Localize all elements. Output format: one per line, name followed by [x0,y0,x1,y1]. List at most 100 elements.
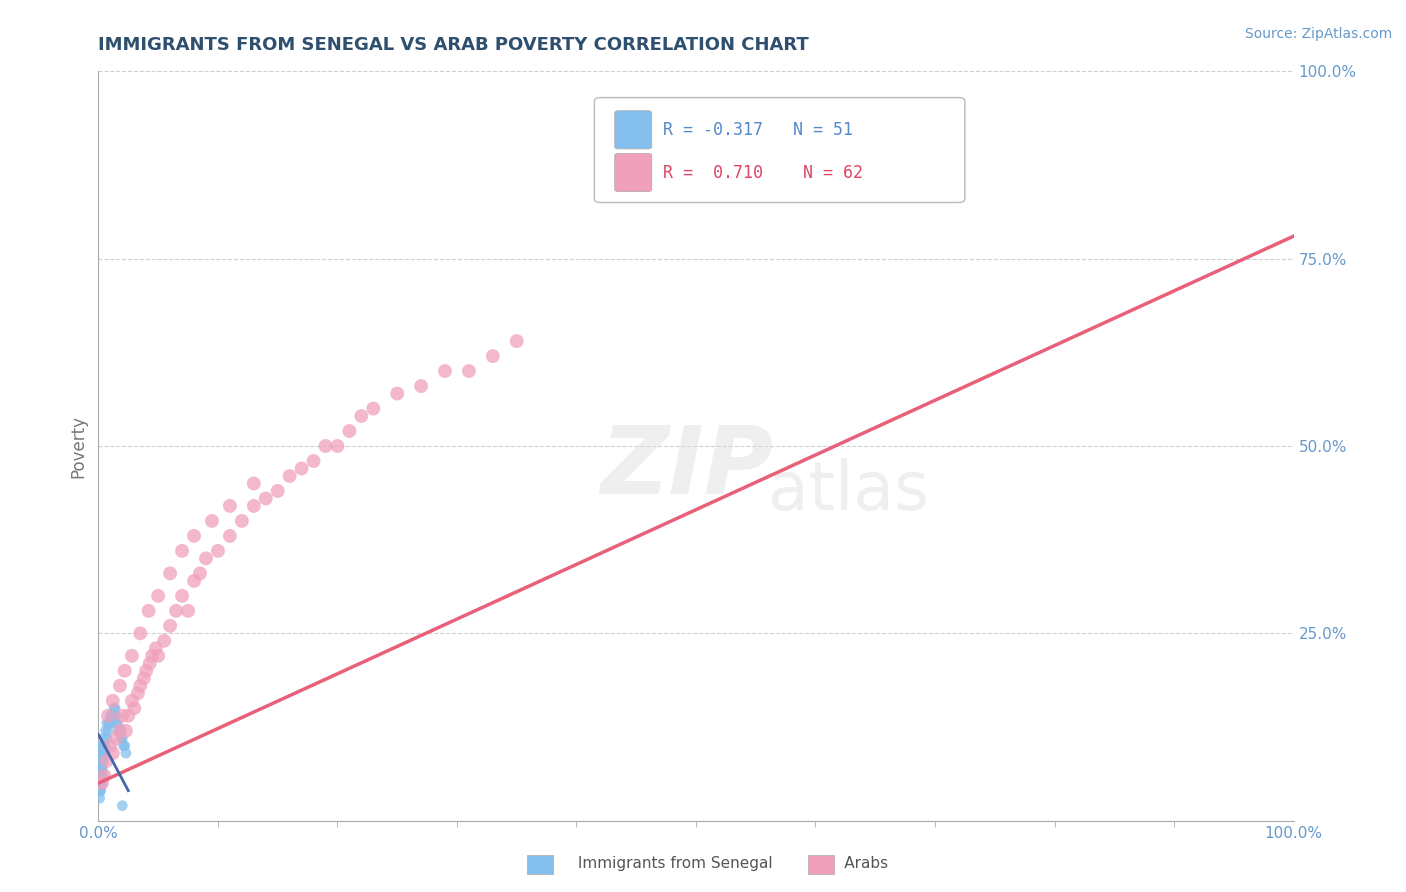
Point [219,499,242,513]
Point [98,716,121,731]
Point [411,379,433,393]
Point [90,769,112,783]
Text: Source: ZipAtlas.com: Source: ZipAtlas.com [1244,27,1392,41]
Point [91,769,114,783]
Point [115,746,138,760]
Point [363,401,385,416]
Point [101,708,124,723]
Point [434,364,457,378]
Point [89,783,111,797]
Point [98,708,122,723]
Point [254,491,277,506]
Point [117,708,139,723]
FancyBboxPatch shape [614,111,652,149]
Point [129,679,152,693]
Point [105,708,128,723]
Point [96,716,118,731]
Point [101,694,124,708]
Point [195,551,218,566]
Point [278,469,301,483]
Point [110,731,132,746]
Point [91,746,114,760]
Point [89,783,111,797]
Text: Immigrants from Senegal: Immigrants from Senegal [534,856,773,871]
Point [129,626,152,640]
Point [91,754,114,768]
Point [93,731,115,746]
Point [188,566,211,581]
Point [350,409,373,423]
Point [100,708,122,723]
Point [172,589,194,603]
Point [104,701,127,715]
Point [90,761,112,775]
Point [94,739,117,753]
Point [148,589,170,603]
Point [172,544,194,558]
Point [98,716,122,731]
Point [90,783,112,797]
Point [112,739,135,753]
Point [91,776,114,790]
Point [339,424,361,438]
Text: atlas: atlas [768,458,928,524]
Point [90,754,112,768]
Point [97,708,120,723]
Text: R = -0.317   N = 51: R = -0.317 N = 51 [662,120,852,139]
Point [153,633,176,648]
Point [219,529,242,543]
Point [89,761,111,775]
Point [114,664,136,678]
Point [105,731,128,746]
Point [91,761,114,775]
Point [89,791,111,805]
Point [98,739,122,753]
Point [121,694,143,708]
Point [315,439,337,453]
Text: R =  0.710    N = 62: R = 0.710 N = 62 [662,163,862,181]
Point [96,754,118,768]
Point [107,716,129,731]
Point [89,776,111,790]
Point [177,604,200,618]
Point [165,604,187,618]
Point [91,746,114,760]
Point [108,723,131,738]
Point [89,776,111,790]
Point [183,574,205,588]
Point [159,619,181,633]
Point [148,648,170,663]
Point [326,439,349,453]
Point [89,754,111,768]
Point [91,761,114,775]
Point [291,461,314,475]
Point [135,664,157,678]
Point [91,776,114,790]
Point [183,529,205,543]
Point [159,566,181,581]
Point [111,708,134,723]
Point [139,657,162,671]
Point [201,514,224,528]
Point [243,499,266,513]
Point [145,641,167,656]
Point [91,739,114,753]
Point [108,679,131,693]
Point [101,746,124,760]
Point [108,723,131,738]
Point [91,754,114,768]
Point [111,731,134,746]
Point [385,386,409,401]
Point [302,454,325,468]
Point [267,483,290,498]
Point [132,671,155,685]
Point [121,648,143,663]
Text: IMMIGRANTS FROM SENEGAL VS ARAB POVERTY CORRELATION CHART: IMMIGRANTS FROM SENEGAL VS ARAB POVERTY … [98,36,810,54]
Point [93,769,115,783]
Point [103,701,125,715]
Point [481,349,505,363]
Point [124,701,146,715]
Text: Arabs: Arabs [815,856,889,871]
Point [138,604,160,618]
Point [97,723,120,738]
